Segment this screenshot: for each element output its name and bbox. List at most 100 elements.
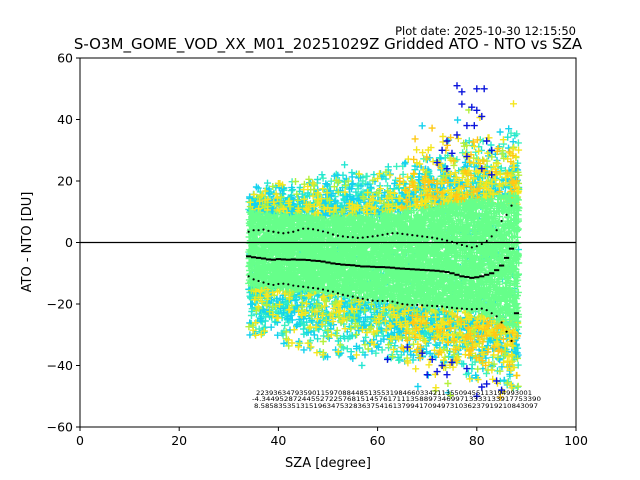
upper-sigma-marker xyxy=(445,239,449,242)
lower-sigma-marker xyxy=(480,307,483,310)
lower-sigma-marker xyxy=(465,307,468,311)
scatter-blue-points xyxy=(384,82,506,400)
x-tick-label: 60 xyxy=(370,433,386,448)
upper-sigma-marker xyxy=(272,230,275,233)
upper-sigma-marker xyxy=(401,232,404,235)
annotation-row-means: -4.3449528724455272257681514576171113588… xyxy=(252,396,541,403)
lower-sigma-marker xyxy=(500,321,503,324)
upper-sigma-marker xyxy=(411,234,414,237)
upper-sigma-marker xyxy=(421,235,424,238)
upper-sigma-marker xyxy=(396,232,399,235)
lower-sigma-marker xyxy=(416,303,419,307)
upper-sigma-marker xyxy=(252,229,255,232)
x-tick-label: 80 xyxy=(469,433,485,448)
upper-sigma-marker xyxy=(361,236,364,239)
lower-sigma-marker xyxy=(346,294,349,297)
lower-sigma-marker xyxy=(475,307,478,311)
lower-sigma-series xyxy=(247,275,513,342)
x-axis: 0 20 40 60 80 100 xyxy=(76,427,588,448)
lower-sigma-marker xyxy=(302,285,305,288)
upper-sigma-marker xyxy=(277,231,280,234)
y-tick-label: 60 xyxy=(57,51,73,66)
lower-sigma-marker xyxy=(297,285,300,288)
lower-sigma-marker xyxy=(490,312,493,315)
upper-sigma-marker xyxy=(386,232,389,235)
upper-sigma-marker xyxy=(450,240,454,243)
lower-sigma-marker xyxy=(356,296,359,299)
upper-sigma-marker xyxy=(371,235,374,238)
upper-sigma-marker xyxy=(282,232,285,235)
lower-sigma-marker xyxy=(247,275,250,278)
upper-sigma-marker xyxy=(366,235,369,239)
chart-title: S-O3M_GOME_VOD_XX_M01_20251029Z Gridded … xyxy=(74,35,583,54)
upper-sigma-marker xyxy=(356,236,359,239)
upper-sigma-marker xyxy=(460,243,464,247)
lower-sigma-marker xyxy=(391,300,394,303)
upper-sigma-marker xyxy=(292,230,295,233)
upper-sigma-marker xyxy=(490,235,493,238)
upper-sigma-marker xyxy=(391,232,394,235)
lower-sigma-marker xyxy=(470,308,473,311)
upper-sigma-marker xyxy=(312,228,315,231)
upper-sigma-marker xyxy=(470,246,473,249)
upper-sigma-marker xyxy=(495,229,498,232)
lower-sigma-marker xyxy=(336,292,340,295)
annotation-row-counts: 2239363479359011597088448513553198466033… xyxy=(256,390,532,397)
lower-sigma-marker xyxy=(450,306,454,309)
lower-sigma-marker xyxy=(277,282,280,286)
upper-sigma-marker xyxy=(505,213,508,216)
upper-sigma-series xyxy=(247,204,513,249)
upper-sigma-marker xyxy=(500,219,503,223)
lower-sigma-marker xyxy=(272,283,275,287)
upper-sigma-marker xyxy=(262,228,265,231)
lower-sigma-marker xyxy=(485,309,488,312)
lower-sigma-marker xyxy=(321,288,325,291)
lower-sigma-marker xyxy=(440,305,444,308)
lower-sigma-marker xyxy=(262,281,265,284)
upper-sigma-marker xyxy=(267,229,270,232)
lower-sigma-marker xyxy=(381,299,384,303)
lower-sigma-marker xyxy=(351,295,354,298)
upper-sigma-marker xyxy=(431,236,434,239)
upper-sigma-marker xyxy=(287,231,290,234)
scatter-points xyxy=(245,82,523,401)
lower-sigma-marker xyxy=(431,304,434,307)
lower-sigma-marker xyxy=(326,289,330,292)
y-axis: −60 −40 −20 0 20 40 60 xyxy=(47,51,80,435)
upper-sigma-marker xyxy=(297,229,300,232)
lower-sigma-marker xyxy=(455,307,459,310)
lower-sigma-marker xyxy=(292,284,295,287)
x-tick-label: 40 xyxy=(270,433,286,448)
lower-sigma-marker xyxy=(401,302,404,306)
upper-sigma-marker xyxy=(351,236,354,239)
lower-sigma-marker xyxy=(341,293,344,296)
upper-sigma-marker xyxy=(341,235,344,238)
lower-sigma-marker xyxy=(396,301,399,304)
upper-sigma-marker xyxy=(440,238,444,241)
mean-series xyxy=(246,247,520,315)
upper-sigma-marker xyxy=(475,245,478,248)
upper-sigma-marker xyxy=(510,204,513,207)
lower-sigma-marker xyxy=(252,278,255,281)
y-tick-label: 40 xyxy=(57,112,73,127)
y-tick-label: 20 xyxy=(57,174,73,189)
upper-sigma-marker xyxy=(480,242,483,246)
upper-sigma-marker xyxy=(416,234,419,237)
lower-sigma-marker xyxy=(312,286,315,290)
lower-sigma-marker xyxy=(436,305,439,308)
lower-sigma-marker xyxy=(460,307,464,310)
upper-sigma-marker xyxy=(465,245,468,248)
upper-sigma-marker xyxy=(426,235,429,239)
lower-sigma-marker xyxy=(307,286,310,289)
upper-sigma-marker xyxy=(316,229,320,232)
upper-sigma-marker xyxy=(346,235,349,239)
x-axis-label: SZA [degree] xyxy=(285,456,371,471)
lower-sigma-marker xyxy=(331,290,335,293)
annotation-counts: 2239363479359011597088448513553198466033… xyxy=(252,390,541,410)
upper-sigma-marker xyxy=(247,230,250,233)
lower-sigma-marker xyxy=(316,287,320,290)
chart-subtitle: Plot date: 2025-10-30 12:15:50 xyxy=(395,24,576,38)
lower-sigma-marker xyxy=(376,299,379,303)
x-tick-label: 20 xyxy=(171,433,187,448)
upper-sigma-marker xyxy=(336,234,340,237)
